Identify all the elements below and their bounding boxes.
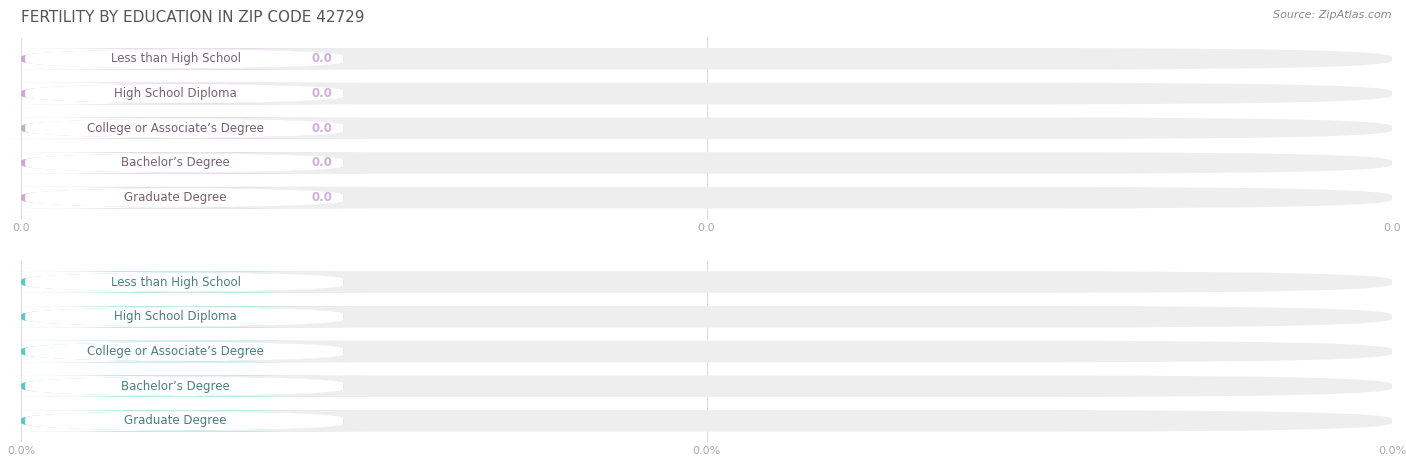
FancyBboxPatch shape [0, 375, 364, 397]
Text: 0.0%: 0.0% [299, 310, 332, 323]
FancyBboxPatch shape [21, 271, 1392, 293]
FancyBboxPatch shape [0, 187, 364, 209]
Text: Source: ZipAtlas.com: Source: ZipAtlas.com [1274, 10, 1392, 19]
Text: Bachelor’s Degree: Bachelor’s Degree [121, 156, 231, 170]
FancyBboxPatch shape [25, 306, 343, 327]
FancyBboxPatch shape [0, 83, 364, 104]
FancyBboxPatch shape [25, 410, 343, 431]
Text: 0.0: 0.0 [311, 191, 332, 204]
Text: Bachelor’s Degree: Bachelor’s Degree [121, 380, 231, 393]
FancyBboxPatch shape [21, 83, 1392, 104]
Text: High School Diploma: High School Diploma [114, 310, 238, 323]
FancyBboxPatch shape [25, 376, 343, 397]
Text: Less than High School: Less than High School [111, 52, 240, 66]
FancyBboxPatch shape [0, 152, 364, 174]
FancyBboxPatch shape [0, 410, 364, 432]
FancyBboxPatch shape [21, 410, 1392, 432]
Text: Graduate Degree: Graduate Degree [125, 191, 226, 204]
Text: College or Associate’s Degree: College or Associate’s Degree [87, 122, 264, 135]
FancyBboxPatch shape [25, 272, 343, 293]
FancyBboxPatch shape [0, 271, 364, 293]
FancyBboxPatch shape [21, 341, 1392, 362]
FancyBboxPatch shape [25, 83, 343, 104]
FancyBboxPatch shape [21, 375, 1392, 397]
Text: 0.0: 0.0 [311, 122, 332, 135]
FancyBboxPatch shape [0, 117, 364, 139]
Text: 0.0%: 0.0% [299, 276, 332, 289]
FancyBboxPatch shape [0, 48, 364, 69]
Text: 0.0%: 0.0% [299, 380, 332, 393]
FancyBboxPatch shape [21, 117, 1392, 139]
FancyBboxPatch shape [0, 341, 364, 362]
FancyBboxPatch shape [0, 306, 364, 328]
FancyBboxPatch shape [25, 341, 343, 362]
FancyBboxPatch shape [21, 152, 1392, 174]
FancyBboxPatch shape [25, 48, 343, 69]
Text: Less than High School: Less than High School [111, 276, 240, 289]
FancyBboxPatch shape [21, 48, 1392, 69]
Text: High School Diploma: High School Diploma [114, 87, 238, 100]
Text: College or Associate’s Degree: College or Associate’s Degree [87, 345, 264, 358]
Text: FERTILITY BY EDUCATION IN ZIP CODE 42729: FERTILITY BY EDUCATION IN ZIP CODE 42729 [21, 10, 364, 25]
Text: 0.0: 0.0 [311, 52, 332, 66]
FancyBboxPatch shape [25, 187, 343, 208]
Text: 0.0: 0.0 [311, 156, 332, 170]
FancyBboxPatch shape [21, 306, 1392, 328]
Text: 0.0: 0.0 [311, 87, 332, 100]
FancyBboxPatch shape [25, 118, 343, 139]
FancyBboxPatch shape [25, 152, 343, 173]
FancyBboxPatch shape [21, 187, 1392, 209]
Text: Graduate Degree: Graduate Degree [125, 414, 226, 428]
Text: 0.0%: 0.0% [299, 414, 332, 428]
Text: 0.0%: 0.0% [299, 345, 332, 358]
